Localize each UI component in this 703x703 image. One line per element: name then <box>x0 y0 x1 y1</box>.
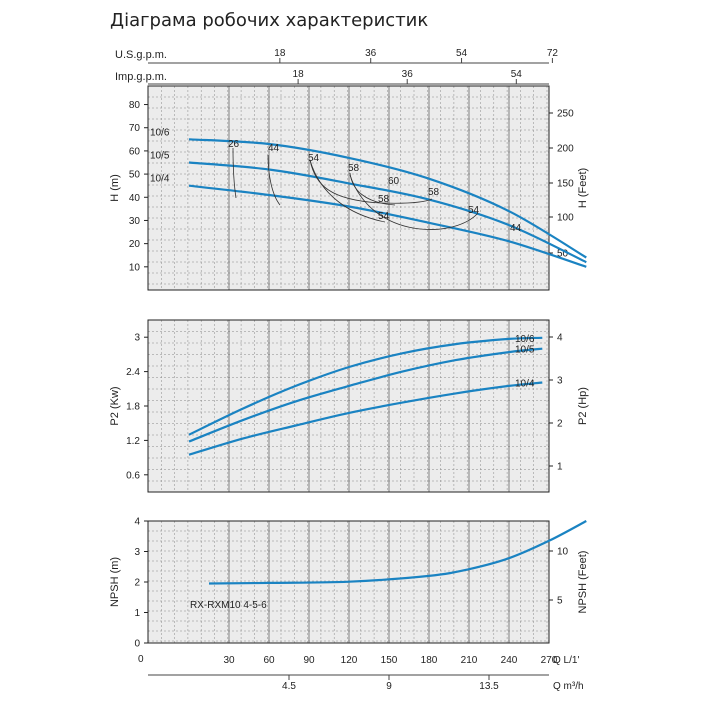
head-ytick-label: 50 <box>129 170 141 181</box>
head-series-curve <box>188 161 587 264</box>
npsh-ytick-label: 1 <box>134 608 140 619</box>
power-ylabel: P2 (Kw) <box>109 386 121 425</box>
efficiency-isoline <box>232 147 237 199</box>
efficiency-isoline <box>349 174 479 230</box>
head-series-curve <box>188 184 587 268</box>
head-y2tick-label: 200 <box>557 144 574 155</box>
head-ylabel: H (m) <box>109 174 121 202</box>
us-gpm-tick-label: 18 <box>274 48 286 59</box>
head-ytick-label: 10 <box>129 262 141 273</box>
power-series-curve <box>188 347 543 443</box>
power-panel-bg <box>148 320 549 492</box>
npsh-y2label: NPSH (Feet) <box>577 551 589 614</box>
us-gpm-label: U.S.g.p.m. <box>115 49 167 61</box>
q-lmin-tick-label: 30 <box>223 655 235 666</box>
head-ytick-label: 20 <box>129 239 141 250</box>
q-lmin-tick-label: 210 <box>461 655 478 666</box>
npsh-ytick-label: 2 <box>134 578 140 589</box>
us-gpm-tick-label: 72 <box>547 48 559 59</box>
q-lmin-tick-label: 270 <box>541 655 558 666</box>
power-ytick-label: 1.8 <box>126 402 140 413</box>
head-y2tick-label: 50 <box>557 249 569 260</box>
efficiency-label: 44 <box>268 143 280 154</box>
head-ytick-label: 60 <box>129 146 141 157</box>
efficiency-label: 58 <box>428 187 440 198</box>
head-series-label: 10/6 <box>150 127 170 138</box>
imp-gpm-tick-label: 18 <box>293 69 305 80</box>
chart-title: Діаграма робочих характеристик <box>110 10 429 31</box>
npsh-ytick-label: 3 <box>134 547 140 558</box>
efficiency-label: 54 <box>378 211 390 222</box>
npsh-ytick-label: 0 <box>134 639 140 650</box>
npsh-ytick-label: 4 <box>134 517 140 528</box>
power-ytick-label: 1.2 <box>126 436 140 447</box>
power-series-curve <box>188 381 543 456</box>
q-m3h-tick-label: 9 <box>386 681 392 692</box>
npsh-ylabel: NPSH (m) <box>109 557 121 607</box>
power-ytick-label: 3 <box>134 333 140 344</box>
head-ytick-label: 40 <box>129 193 141 204</box>
power-y2label: P2 (Hp) <box>577 387 589 425</box>
imp-gpm-tick-label: 54 <box>511 69 523 80</box>
efficiency-isoline <box>309 159 386 223</box>
efficiency-label: 60 <box>388 176 400 187</box>
q-lmin-tick-label: 90 <box>303 655 315 666</box>
head-ytick-label: 30 <box>129 216 141 227</box>
q-lmin-label: Q L/1' <box>553 655 579 666</box>
head-y2tick-label: 250 <box>557 109 574 120</box>
head-y2tick-label: 150 <box>557 179 574 190</box>
head-panel-frame <box>147 85 550 291</box>
us-gpm-tick-label: 54 <box>456 48 468 59</box>
power-series-label: 10/5 <box>515 345 535 356</box>
power-series-curve <box>188 336 543 436</box>
efficiency-label: 58 <box>348 163 360 174</box>
head-series-label: 10/4 <box>150 174 170 185</box>
npsh-y2tick-label: 5 <box>557 596 563 607</box>
head-y2tick-label: 100 <box>557 213 574 224</box>
efficiency-label: 44 <box>510 223 522 234</box>
imp-gpm-label: Imp.g.p.m. <box>115 71 167 83</box>
power-ytick-label: 2.4 <box>126 367 140 378</box>
q-m3h-tick-label: 13.5 <box>479 681 499 692</box>
power-y2tick-label: 1 <box>557 462 563 473</box>
imp-gpm-tick-label: 36 <box>402 69 414 80</box>
power-ytick-label: 0.6 <box>126 470 140 481</box>
q-lmin-tick-label: 120 <box>341 655 358 666</box>
npsh-y2tick-label: 10 <box>557 547 569 558</box>
power-series-label: 10/6 <box>515 334 535 345</box>
efficiency-label: 54 <box>308 153 320 164</box>
npsh-series-curve <box>208 520 587 585</box>
power-y2tick-label: 4 <box>557 333 563 344</box>
head-series-label: 10/5 <box>150 151 170 162</box>
q-m3h-tick-label: 4.5 <box>282 681 296 692</box>
us-gpm-tick-label: 36 <box>365 48 377 59</box>
q-lmin-tick-label: 180 <box>421 655 438 666</box>
head-y2label: H (Feet) <box>577 168 589 208</box>
model-label: RX-RXM10 4-5-6 <box>190 600 267 611</box>
power-y2tick-label: 2 <box>557 419 563 430</box>
q-lmin-tick-label: 150 <box>381 655 398 666</box>
efficiency-label: 54 <box>468 205 480 216</box>
head-ytick-label: 70 <box>129 123 141 134</box>
q-lmin-tick-label: 240 <box>501 655 518 666</box>
efficiency-label: 26 <box>228 139 240 150</box>
power-series-label: 10/4 <box>515 378 535 389</box>
head-series-curve <box>188 138 587 259</box>
efficiency-isoline <box>267 154 281 206</box>
head-ytick-label: 80 <box>129 100 141 111</box>
efficiency-label: 58 <box>378 194 390 205</box>
q-m3h-label: Q m³/h <box>553 681 584 692</box>
power-y2tick-label: 3 <box>557 376 563 387</box>
q-lmin-tick-label: 60 <box>263 655 275 666</box>
npsh-origin-label: 0 <box>138 654 144 665</box>
